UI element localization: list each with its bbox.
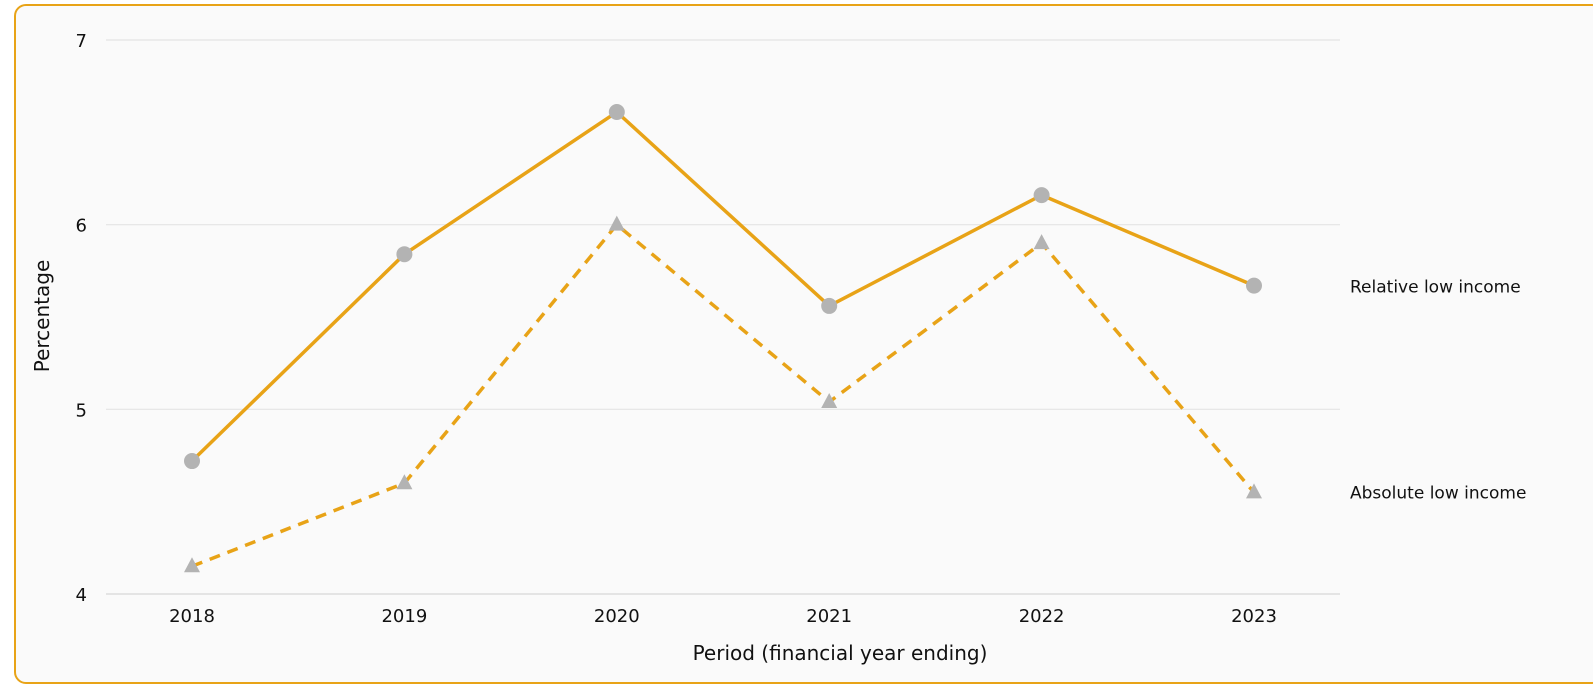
chart-frame [14, 4, 1593, 684]
y-tick-label: 7 [76, 31, 87, 52]
x-tick-label: 2022 [1019, 606, 1065, 627]
x-tick-labels: 2018 2019 2020 2021 2022 2023 [169, 606, 1277, 627]
data-point [1033, 187, 1050, 204]
gridlines [106, 39, 1340, 595]
x-tick-label: 2020 [594, 606, 640, 627]
y-tick-label: 6 [76, 216, 87, 237]
y-axis-title: Percentage [30, 260, 54, 373]
series-line [191, 222, 1256, 568]
x-tick-label: 2018 [169, 606, 215, 627]
data-point [1246, 483, 1262, 499]
data-point [821, 297, 838, 314]
data-point [396, 246, 413, 263]
x-tick-label: 2019 [381, 606, 427, 627]
y-tick-label: 5 [76, 400, 87, 421]
data-point [1246, 277, 1262, 294]
y-tick-labels: 4 5 6 7 [76, 31, 87, 606]
series-label: Absolute low income [1350, 483, 1526, 503]
data-point [821, 392, 838, 408]
series-markers [184, 104, 1262, 573]
series-line [190, 110, 1255, 463]
data-point [608, 104, 625, 121]
y-tick-label: 4 [76, 585, 87, 606]
data-point [184, 557, 200, 573]
data-point [608, 215, 625, 231]
series-lines [190, 110, 1256, 568]
data-point [396, 474, 413, 490]
x-tick-label: 2021 [806, 606, 852, 627]
data-point [184, 453, 200, 470]
x-axis-title: Period (financial year ending) [693, 641, 988, 665]
data-point [1033, 234, 1050, 250]
series-label: Relative low income [1350, 278, 1521, 298]
x-tick-label: 2023 [1231, 606, 1277, 627]
series-labels: Relative low income Absolute low income [1350, 278, 1526, 504]
